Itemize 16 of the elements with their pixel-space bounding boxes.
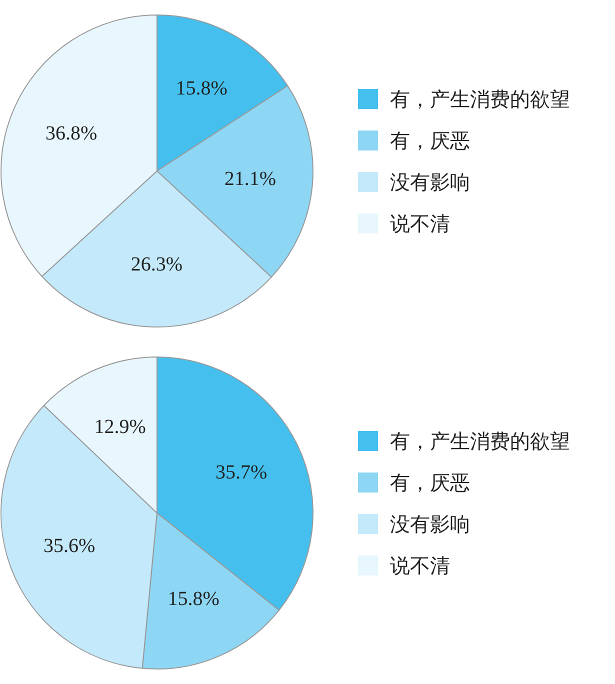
data-label: 36.8% bbox=[45, 122, 98, 144]
legend-label: 说不清 bbox=[390, 212, 450, 236]
data-label: 35.6% bbox=[44, 534, 96, 557]
legend-label: 说不清 bbox=[390, 554, 450, 578]
legend-label: 有，产生消费的欲望 bbox=[390, 429, 570, 453]
data-label: 26.3% bbox=[130, 254, 183, 276]
legend-label: 有，产生消费的欲望 bbox=[390, 87, 570, 111]
data-label: 15.8% bbox=[176, 78, 228, 100]
legend-label: 没有影响 bbox=[390, 512, 470, 536]
legend-label: 没有影响 bbox=[390, 170, 470, 194]
legend-label: 有，厌恶 bbox=[390, 470, 470, 494]
data-label: 21.1% bbox=[224, 168, 276, 190]
data-label: 35.7% bbox=[215, 461, 268, 484]
data-label: 15.8% bbox=[168, 588, 220, 610]
data-label: 12.9% bbox=[94, 416, 146, 438]
legend-label: 有，厌恶 bbox=[390, 128, 470, 152]
